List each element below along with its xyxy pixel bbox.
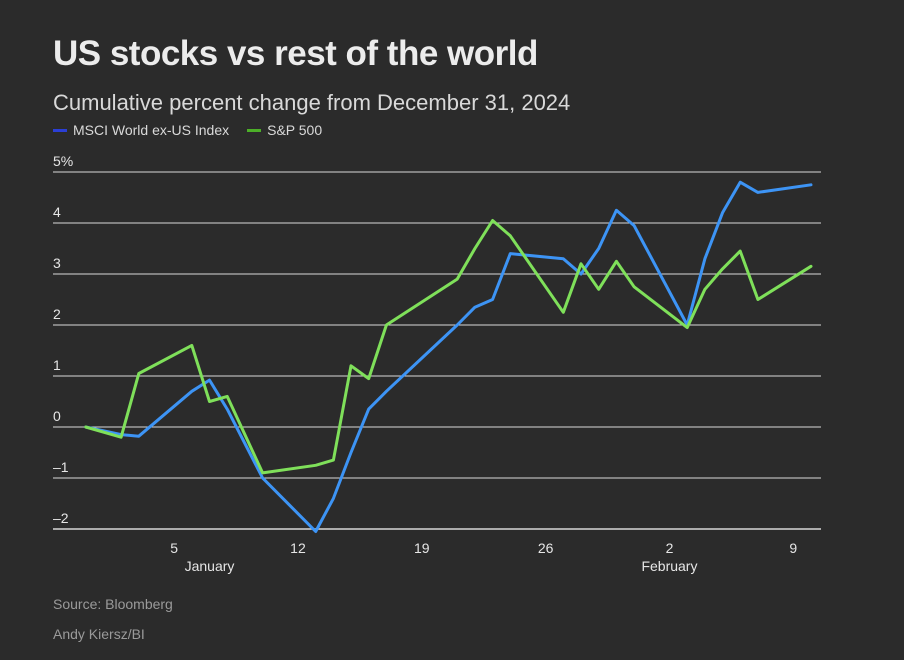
y-tick-label: 1 (53, 357, 61, 373)
x-month-label: February (641, 558, 697, 574)
x-tick-label: 9 (789, 540, 797, 556)
x-tick-label: 12 (290, 540, 306, 556)
legend-swatch-msci (53, 128, 67, 132)
x-month-label: January (185, 558, 235, 574)
y-tick-label: 0 (53, 408, 61, 424)
x-axis-labels: 5 12 19 26 2 9 January February (170, 540, 797, 574)
legend-label-sp500: S&P 500 (267, 122, 323, 138)
y-tick-label: 4 (53, 204, 61, 220)
y-tick-label: 2 (53, 306, 61, 322)
series-line-msci-world-ex-us (84, 180, 813, 533)
chart-subtitle: Cumulative percent change from December … (53, 90, 571, 115)
y-axis-labels: 5% 4 3 2 1 0 –1 –2 (53, 153, 73, 526)
source-note: Source: Bloomberg (53, 596, 173, 612)
chart-title: US stocks vs rest of the world (53, 34, 538, 73)
series-lines (84, 180, 813, 533)
legend: MSCI World ex-US Index S&P 500 (53, 122, 322, 138)
y-tick-label: 5% (53, 153, 73, 169)
x-tick-label: 19 (414, 540, 430, 556)
series-line-sp500 (84, 219, 813, 475)
y-tick-label: –2 (53, 510, 69, 526)
credit-note: Andy Kiersz/BI (53, 626, 145, 642)
y-tick-label: 3 (53, 255, 61, 271)
x-tick-label: 26 (538, 540, 554, 556)
x-tick-label: 5 (170, 540, 178, 556)
legend-swatch-sp500 (247, 128, 262, 132)
gridlines (53, 171, 821, 530)
legend-item-msci: MSCI World ex-US Index (53, 122, 229, 138)
x-tick-label: 2 (666, 540, 674, 556)
y-tick-label: –1 (53, 459, 69, 475)
legend-item-sp500: S&P 500 (247, 122, 322, 138)
legend-label-msci: MSCI World ex-US Index (73, 122, 230, 138)
